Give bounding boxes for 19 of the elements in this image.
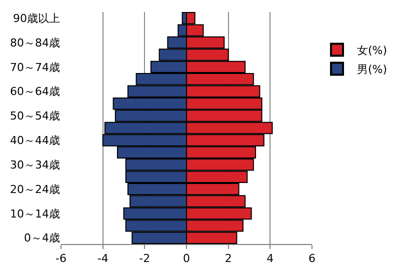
x-tick-label: 2 [224, 252, 232, 266]
y-tick-label: 90歳以上 [13, 12, 60, 25]
x-tick-label: 0 [183, 252, 190, 266]
y-tick-label: 70～74歳 [10, 60, 60, 74]
x-tick-label: -2 [139, 252, 150, 266]
x-tick-label: 4 [266, 252, 274, 266]
y-tick-label: 40～44歳 [10, 134, 60, 148]
y-tick-label: 80～84歳 [10, 36, 60, 50]
y-tick-label: 0～4歳 [24, 232, 60, 245]
x-tick-label: 6 [308, 252, 316, 266]
legend-label: 女(%) [357, 44, 388, 57]
x-tick-label: -6 [56, 252, 66, 266]
x-tick-label: -4 [97, 252, 108, 266]
y-tick-label: 50～54歳 [10, 110, 60, 123]
y-tick-label: 10～14歳 [10, 207, 60, 220]
legend-label: 男(%) [357, 62, 388, 76]
y-tick-label: 60～64歳 [10, 85, 60, 98]
y-tick-label: 20～24歳 [10, 182, 60, 196]
y-tick-label: 30～34歳 [10, 158, 60, 172]
